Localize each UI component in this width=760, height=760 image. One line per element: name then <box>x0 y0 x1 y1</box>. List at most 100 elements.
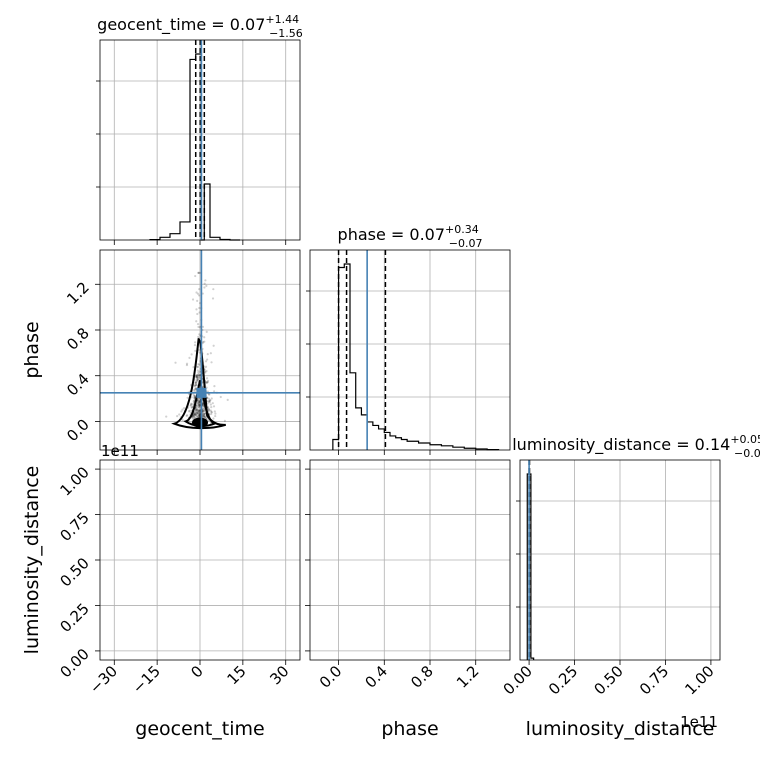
scatter-point <box>198 401 201 404</box>
scatter-point <box>194 349 197 352</box>
scatter-point <box>193 396 197 399</box>
hist-phase-frame <box>309 249 511 451</box>
scatter-point <box>180 410 183 413</box>
scatter-point <box>196 366 199 369</box>
scatter-point <box>203 535 205 537</box>
scatter-point <box>193 384 197 387</box>
scatter-point <box>195 409 198 412</box>
scatter-point <box>196 410 199 413</box>
scatter-point <box>195 379 199 382</box>
scatter-point <box>181 408 184 411</box>
scatter-point <box>203 336 206 339</box>
scatter-point <box>198 414 201 417</box>
hist-phase-steps <box>332 263 500 451</box>
scatter-point <box>188 409 191 412</box>
scatter-point <box>212 344 215 347</box>
undefined-yticklabel-3: 0.75 <box>56 509 92 545</box>
scatter-point <box>195 410 198 414</box>
scatter-point <box>197 397 200 400</box>
scatter-point <box>195 406 198 409</box>
scatter-point <box>198 414 201 418</box>
scatter-point <box>195 408 198 412</box>
scatter-point <box>197 373 200 376</box>
scatter-point <box>181 418 184 422</box>
scatter-point <box>205 369 208 373</box>
scatter-point <box>194 381 198 384</box>
scatter-point <box>198 311 201 314</box>
scatter-point <box>205 330 208 334</box>
scatter-point <box>197 400 200 403</box>
undefined-yticklabel-0: 0.00 <box>56 645 92 681</box>
scatter-point <box>195 415 199 418</box>
undefined-yticklabel-2: 0.8 <box>63 324 93 354</box>
scatter-point <box>207 409 210 412</box>
scatter-point <box>195 376 198 379</box>
scatter-point <box>210 406 213 409</box>
scatter-point <box>203 412 206 416</box>
scatter-point <box>223 419 227 422</box>
scatter-point <box>195 374 198 378</box>
scatter-point <box>203 412 206 416</box>
scatter-point <box>194 375 198 378</box>
scatter-point <box>198 376 201 379</box>
scatter-point <box>194 408 198 411</box>
scatter-point <box>194 274 197 278</box>
scatter-point <box>197 362 200 366</box>
scatter-point <box>198 351 201 354</box>
scatter-point <box>204 371 207 374</box>
scatter-point <box>211 297 215 300</box>
scatter-point <box>207 419 210 422</box>
scatter-point <box>190 402 193 405</box>
scatter-point <box>195 407 198 410</box>
undefined-yticklabel-4: 1.00 <box>56 463 92 499</box>
undefined-yticklabel-1: 0.4 <box>63 370 93 400</box>
scatter-point <box>202 413 205 416</box>
scatter-point <box>196 373 199 377</box>
scatter-point <box>196 376 199 379</box>
xlabel-phase: phase <box>381 718 438 740</box>
scatter-point <box>206 352 209 356</box>
scatter-point <box>198 333 201 336</box>
scatter-point <box>204 279 207 282</box>
scatter-point <box>198 326 202 329</box>
scatter-point <box>196 299 199 303</box>
scatter-point <box>197 410 200 413</box>
scatter-point <box>196 322 200 326</box>
scatter-point <box>206 402 209 405</box>
scatter-point <box>203 407 206 411</box>
scatter-point <box>201 407 204 410</box>
scatter-point <box>193 395 196 398</box>
scatter-point <box>210 412 213 416</box>
scatter-point <box>176 415 179 418</box>
ylabel-luminosity_distance: luminosity_distance <box>21 466 43 655</box>
scatter-point <box>192 394 196 397</box>
hist-luminosity_distance-xticklabel-1: 0.25 <box>545 662 581 698</box>
scatter-point <box>197 414 201 417</box>
undefined-xticklabel-0: −30 <box>86 662 121 697</box>
scatter-point <box>190 406 193 409</box>
scatter-point <box>196 374 199 377</box>
scatter-point <box>195 412 199 415</box>
scatter-point <box>198 409 201 412</box>
undefined-xticklabel-4: 30 <box>266 662 292 688</box>
scatter-point <box>198 400 202 403</box>
scatter-point <box>195 384 198 387</box>
scatter-point <box>206 406 210 409</box>
scatter-point <box>201 402 204 405</box>
scatter-point <box>212 417 215 420</box>
scatter-point <box>203 286 206 289</box>
scatter-point <box>219 395 222 399</box>
scatter-point <box>198 413 201 416</box>
scatter-point <box>207 397 211 400</box>
scatter-point <box>209 399 212 402</box>
undefined-xticklabel-1: 0.4 <box>362 662 392 692</box>
scatter-point <box>198 401 201 404</box>
scatter-point <box>196 411 199 414</box>
scatter-point <box>349 614 351 616</box>
scatter-point <box>208 401 211 404</box>
contour-core <box>192 417 208 428</box>
scatter-point <box>197 371 200 374</box>
scatter-point <box>194 411 197 415</box>
scatter-point <box>198 412 201 415</box>
